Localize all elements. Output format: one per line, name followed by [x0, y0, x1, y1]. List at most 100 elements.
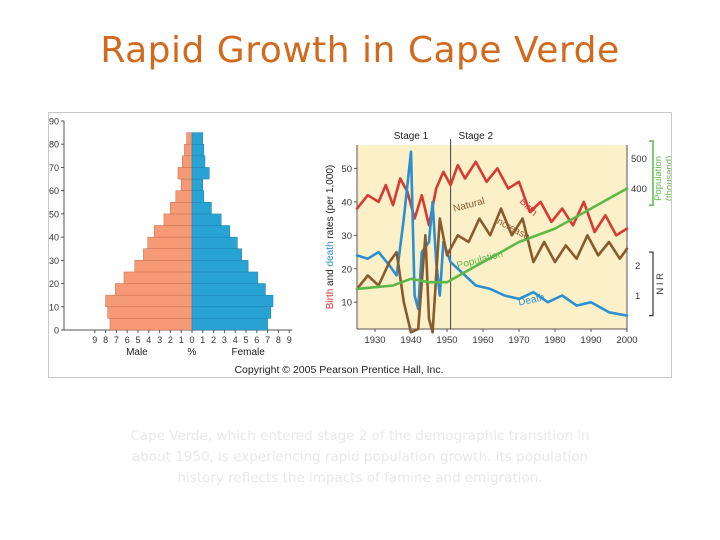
pyramid-x-tick-label: 1: [200, 335, 205, 345]
line-chart-labels: 10 20 30 40 50 1930 1940 1950 1960 1970 1980 1990 20…: [325, 131, 671, 346]
pyramid-x-tick-label: 6: [125, 335, 130, 345]
line-x-tick-label: 1960: [472, 335, 493, 346]
pyramid-bar-female: [191, 155, 206, 168]
pyramid-x-tick-label: 0: [189, 335, 194, 345]
caption-line-2: about 1950, is experiencing rapid popula…: [131, 449, 589, 465]
pyramid-bar-male: [186, 132, 193, 145]
pyramid-bar-female: [191, 283, 266, 296]
pyramid-bar-female: [191, 318, 268, 331]
pyramid-x-tick-label: 4: [233, 335, 238, 345]
pyramid-y-tick-label: 20: [49, 279, 59, 289]
pyramid-x-tick-label: 2: [168, 335, 173, 345]
pyramid-y-tick-label: 60: [49, 186, 59, 196]
pyramid-male-label: Male: [126, 347, 148, 358]
nir-axis-title: N I R: [655, 273, 666, 295]
line-left-tick-label: 20: [341, 264, 352, 275]
line-x-tick-label: 1970: [508, 335, 529, 346]
population-tick-label: 400: [631, 184, 647, 195]
line-left-tick-label: 30: [341, 231, 352, 242]
pyramid-x-tick-label: 1: [179, 335, 184, 345]
line-chart-axes: [354, 139, 654, 332]
pyramid-bar-female: [191, 225, 231, 238]
pyramid-x-tick-label: 8: [276, 335, 281, 345]
pyramid-bar-male: [123, 271, 193, 284]
nir-tick-label: 1: [635, 291, 640, 302]
pyramid-x-tick-label: 3: [157, 335, 162, 345]
line-left-tick-label: 10: [341, 298, 352, 309]
pyramid-bar-male: [105, 294, 193, 308]
copyright-text: Copyright © 2005 Pearson Prentice Hall, …: [234, 364, 443, 376]
pyramid-bar-male: [153, 225, 193, 238]
pyramid-x-tick-label: 8: [103, 335, 108, 345]
pyramid-bar-female: [191, 143, 205, 157]
pyramid-x-tick-label: 2: [211, 335, 216, 345]
line-x-tick-label: 1980: [544, 335, 565, 346]
pyramid-bar-female: [191, 202, 212, 215]
stage-1-label: Stage 1: [394, 131, 429, 142]
line-x-tick-label: 1930: [364, 335, 385, 346]
population-axis-unit: (thousand): [664, 156, 671, 201]
pyramid-y-tick-label: 70: [49, 163, 59, 173]
pyramid-bar-male: [109, 318, 193, 331]
pyramid-x-tick-label: 3: [222, 335, 227, 345]
pyramid-x-tick-label: 9: [287, 335, 292, 345]
pyramid-bar-female: [191, 132, 204, 145]
pyramid-y-tick-label: 30: [49, 256, 59, 266]
natural-increase-line: [355, 207, 629, 334]
pyramid-x-axis-label: %: [188, 347, 197, 358]
line-chart-series: [355, 150, 629, 334]
pyramid-y-tick-label: 40: [49, 233, 59, 243]
pyramid-bar-female: [191, 306, 272, 319]
pyramid-female-label: Female: [231, 347, 265, 358]
line-left-axis-title: Birth and death rates (per 1,000): [325, 165, 336, 310]
pyramid-y-tick-label: 0: [54, 326, 59, 336]
population-line: [355, 187, 629, 291]
pyramid-x-tick-label: 5: [243, 335, 248, 345]
pyramid-bar-male: [170, 202, 193, 215]
pyramid-bar-male: [147, 236, 193, 249]
pyramid-y-tick-label: 50: [49, 209, 59, 219]
pyramid-bar-male: [134, 260, 193, 273]
line-x-tick-label: 1990: [580, 335, 601, 346]
pyramid-bar-female: [191, 213, 222, 226]
slide-caption: Cape Verde, which entered stage 2 of the…: [100, 426, 620, 489]
pyramid-x-tick-label: 5: [135, 335, 140, 345]
line-left-axis-title-part: Birth: [325, 289, 336, 310]
line-x-tick-label: 1950: [436, 335, 457, 346]
pyramid-x-tick-label: 7: [114, 335, 119, 345]
line-x-tick-label: 2000: [616, 335, 637, 346]
pyramid-bars: [105, 132, 274, 331]
population-axis-bracket: [649, 140, 654, 206]
line-left-tick-label: 50: [341, 164, 352, 175]
caption-line-1: Cape Verde, which entered stage 2 of the…: [130, 428, 590, 444]
pyramid-bar-female: [191, 271, 259, 284]
line-left-tick-label: 40: [341, 197, 352, 208]
stage-2-label: Stage 2: [459, 131, 494, 142]
death-rate-line: [355, 150, 629, 317]
pyramid-bar-female: [191, 236, 238, 249]
pyramid-bar-male: [163, 213, 193, 226]
pyramid-x-tick-label: 6: [254, 335, 259, 345]
pyramid-y-tick-label: 80: [49, 140, 59, 150]
pyramid-bar-male: [177, 167, 193, 180]
population-axis-title: Population: [653, 156, 664, 201]
birth-rate-line: [355, 160, 629, 237]
pyramid-bar-female: [191, 178, 204, 191]
pyramid-bar-male: [107, 306, 193, 319]
line-left-axis-title-part: and: [325, 266, 336, 288]
nir-tick-label: 2: [635, 261, 640, 272]
pyramid-y-tick-label: 90: [49, 117, 59, 127]
pyramid-x-tick-label: 4: [146, 335, 151, 345]
pyramid-bar-female: [191, 167, 210, 180]
pyramid-y-tick-label: 10: [49, 302, 59, 312]
population-tick-label: 500: [631, 154, 647, 165]
slide-title: Rapid Growth in Cape Verde: [100, 30, 620, 71]
death-line-label: Death: [517, 292, 545, 308]
caption-line-3: history reflects the impacts of famine a…: [177, 470, 543, 486]
pyramid-bar-female: [191, 248, 242, 261]
line-left-axis-title-part: rates (per 1,000): [325, 165, 336, 242]
pyramid-bar-male: [184, 143, 193, 157]
pyramid-x-tick-label: 9: [92, 335, 97, 345]
